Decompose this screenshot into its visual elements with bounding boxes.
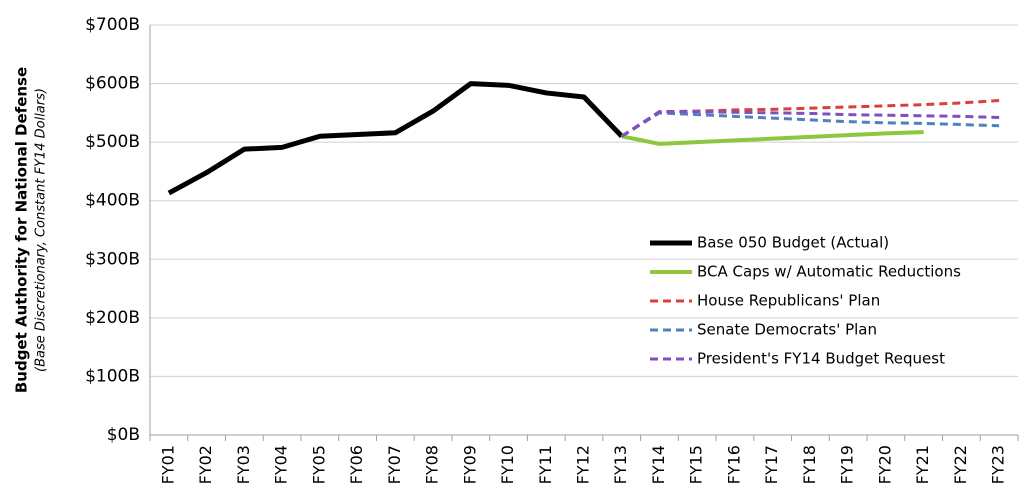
legend-label: BCA Caps w/ Automatic Reductions [697,263,961,281]
x-tick-label: FY09 [460,445,479,484]
series-line [167,81,624,196]
y-tick-label: $100B [85,366,140,386]
x-tick-label: FY07 [385,445,404,484]
legend-label: President's FY14 Budget Request [697,350,945,368]
x-tick-label: FY22 [951,445,970,484]
y-tick-label: $400B [85,191,140,211]
x-tick-label: FY11 [536,445,555,484]
y-tick-label: $0B [107,425,140,445]
x-tick-label: FY17 [762,445,781,484]
x-tick-label: FY13 [611,445,630,484]
x-tick-label: FY01 [158,445,177,484]
x-tick-label: FY18 [800,445,819,484]
x-tick-label: FY19 [838,445,857,484]
x-tick-label: FY06 [347,445,366,484]
y-tick-label: $700B [85,15,140,35]
y-tick-label: $300B [85,249,140,269]
x-tick-label: FY10 [498,445,517,484]
series-line [621,130,924,146]
x-tick-label: FY21 [913,445,932,484]
x-tick-label: FY23 [989,445,1008,484]
y-tick-label: $200B [85,308,140,328]
x-tick-label: FY03 [234,445,253,484]
x-tick-label: FY16 [724,445,743,484]
x-tick-label: FY08 [423,445,442,484]
x-tick-label: FY14 [649,445,668,484]
x-tick-label: FY04 [272,445,291,484]
x-tick-label: FY05 [309,445,328,484]
x-tick-label: FY20 [875,445,894,484]
legend-label: Base 050 Budget (Actual) [697,234,889,252]
y-tick-label: $600B [85,74,140,94]
y-axis-subtitle: (Base Discretionary, Constant FY14 Dolla… [34,88,49,372]
x-tick-label: FY02 [196,445,215,484]
y-axis-title: Budget Authority for National Defense [13,67,31,393]
legend-label: House Republicans' Plan [697,292,880,310]
series-line [620,111,1000,138]
x-tick-label: FY12 [574,445,593,484]
y-tick-label: $500B [85,132,140,152]
legend-label: Senate Democrats' Plan [697,321,877,339]
series-line [620,110,1000,138]
x-tick-label: FY15 [687,445,706,484]
